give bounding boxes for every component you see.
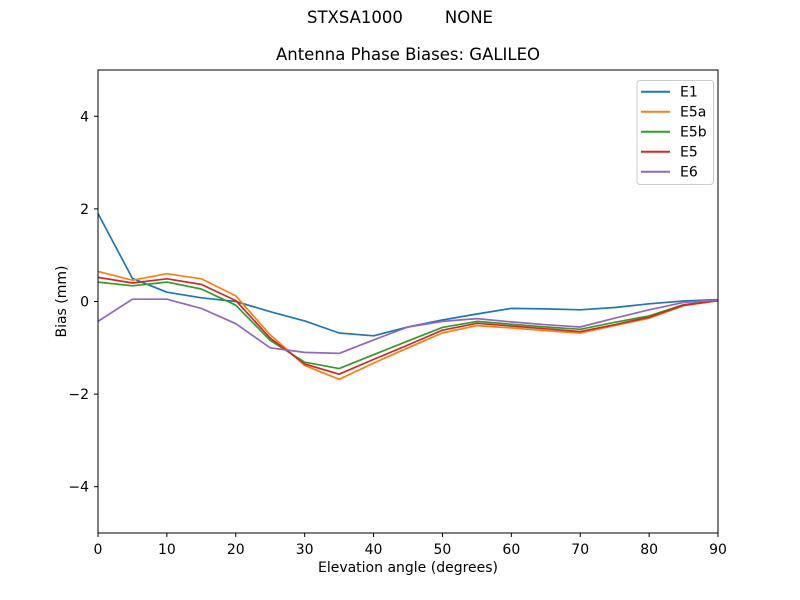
- y-axis-label: Bias (mm): [54, 265, 70, 337]
- x-tick-label: 60: [502, 542, 520, 558]
- legend-label: E6: [680, 165, 698, 181]
- legend-label: E5b: [680, 125, 707, 141]
- y-tick-label: 2: [80, 202, 89, 218]
- series-line-E5: [97, 276, 719, 376]
- x-tick-label: 40: [365, 542, 383, 558]
- series-line-E1: [97, 213, 719, 337]
- x-tick-label: 10: [158, 542, 176, 558]
- series-line-E6: [97, 298, 719, 355]
- legend: E1 E5a E5b E5 E6: [636, 80, 714, 185]
- legend-item-E5a: E5a: [641, 105, 706, 121]
- figure-suptitle: STXSA1000 NONE: [307, 8, 493, 27]
- y-tick-label: −4: [68, 480, 89, 496]
- plot-area: [97, 69, 719, 534]
- legend-item-E5: E5: [641, 145, 698, 161]
- y-axis: −4 −2 0 2 4: [68, 109, 98, 496]
- legend-item-E6: E6: [641, 165, 698, 181]
- y-tick-label: 4: [80, 109, 89, 125]
- legend-label: E1: [680, 85, 698, 101]
- legend-item-E5b: E5b: [641, 125, 707, 141]
- x-tick-label: 20: [227, 542, 245, 558]
- x-tick-label: 90: [709, 542, 727, 558]
- x-tick-label: 50: [434, 542, 452, 558]
- chart-title: Antenna Phase Biases: GALILEO: [276, 45, 540, 64]
- x-tick-label: 30: [296, 542, 314, 558]
- x-axis: 0 10 20 30 40 50 60 70 80 90: [94, 533, 727, 558]
- series-line-E5b: [97, 281, 719, 370]
- x-tick-label: 0: [94, 542, 103, 558]
- series-line-E5a: [97, 270, 719, 381]
- legend-label: E5: [680, 145, 698, 161]
- x-axis-label: Elevation angle (degrees): [318, 560, 498, 576]
- series-lines: [97, 213, 719, 381]
- y-tick-label: −2: [68, 387, 89, 403]
- y-tick-label: 0: [80, 295, 89, 311]
- legend-item-E1: E1: [641, 85, 698, 101]
- legend-label: E5a: [680, 105, 706, 121]
- legend-box: [636, 80, 714, 185]
- x-tick-label: 80: [640, 542, 658, 558]
- x-tick-label: 70: [571, 542, 589, 558]
